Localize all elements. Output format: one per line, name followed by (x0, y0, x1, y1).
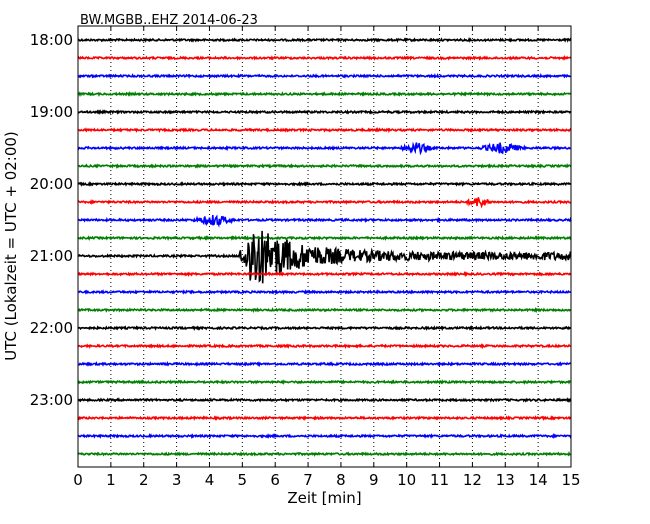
tick-layer: 0 1 2 3 4 5 6 7 8 9 10 11 12 13 14 1518:0019:0020:0021:… (30, 26, 581, 489)
trace-20-00 (77, 181, 572, 187)
plot-background (78, 26, 571, 467)
trace-21-00 (77, 230, 572, 284)
x-tick-label: 10 (397, 471, 416, 489)
trace-21-30 (77, 289, 572, 295)
trace-21-15 (77, 270, 572, 278)
x-axis-label: Zeit [min] (287, 489, 361, 507)
x-tick-label: 7 (303, 471, 313, 489)
trace-20-15 (77, 197, 572, 209)
trace-22-00 (77, 324, 572, 332)
x-tick-label: 0 (73, 471, 83, 489)
trace-19-00 (77, 108, 572, 115)
trace-23-00 (77, 397, 572, 403)
trace-19-30 (77, 141, 572, 156)
y-tick-label: 18:00 (30, 31, 73, 49)
x-tick-label: 14 (529, 471, 548, 489)
trace-19-15 (77, 127, 572, 134)
x-tick-label: 12 (463, 471, 482, 489)
trace-18-00 (77, 36, 572, 43)
trace-22-30 (77, 361, 572, 368)
grid-layer (110, 26, 539, 467)
trace-18-45 (77, 91, 572, 98)
trace-23-30 (77, 433, 572, 440)
y-tick-label: 22:00 (30, 319, 73, 337)
trace-22-45 (77, 379, 572, 385)
trace-20-30 (77, 214, 572, 228)
trace-23-15 (77, 415, 572, 422)
trace-22-15 (77, 343, 572, 350)
x-tick-label: 15 (561, 471, 580, 489)
x-tick-label: 9 (369, 471, 379, 489)
x-tick-label: 1 (106, 471, 116, 489)
trace-layer (77, 36, 572, 457)
trace-18-15 (77, 55, 572, 61)
trace-21-45 (77, 306, 572, 314)
plot-frame (77, 25, 572, 468)
x-tick-label: 4 (205, 471, 215, 489)
trace-20-45 (77, 235, 572, 242)
chart-title: BW.MGBB..EHZ 2014-06-23 (80, 13, 258, 28)
trace-23-45 (77, 450, 572, 457)
x-tick-label: 6 (270, 471, 280, 489)
x-tick-label: 13 (496, 471, 515, 489)
x-tick-label: 5 (238, 471, 248, 489)
y-axis-label: UTC (Lokalzeit = UTC + 02:00) (2, 131, 20, 361)
y-tick-label: 19:00 (30, 103, 73, 121)
trace-18-30 (77, 73, 571, 79)
trace-19-45 (77, 163, 572, 169)
y-tick-label: 20:00 (30, 175, 73, 193)
x-tick-label: 8 (336, 471, 346, 489)
x-tick-label: 11 (430, 471, 449, 489)
x-tick-label: 3 (172, 471, 182, 489)
y-tick-label: 21:00 (30, 247, 73, 265)
y-tick-label: 23:00 (30, 391, 73, 409)
x-tick-label: 2 (139, 471, 149, 489)
